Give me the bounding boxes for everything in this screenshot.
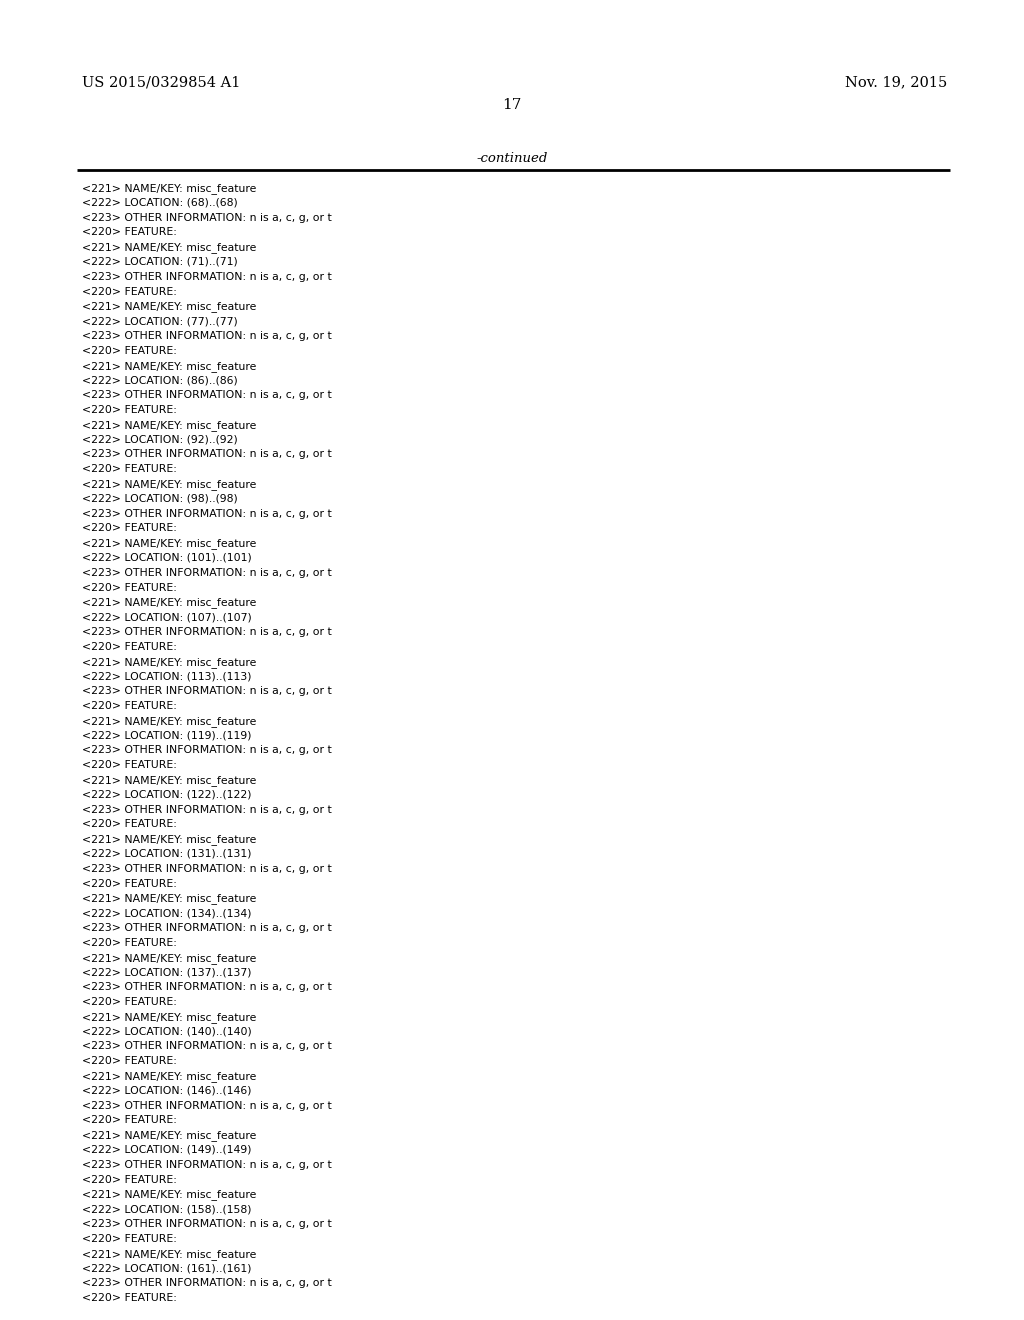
Text: <220> FEATURE:: <220> FEATURE:	[82, 524, 177, 533]
Text: <223> OTHER INFORMATION: n is a, c, g, or t: <223> OTHER INFORMATION: n is a, c, g, o…	[82, 508, 332, 519]
Text: <220> FEATURE:: <220> FEATURE:	[82, 227, 177, 238]
Text: <221> NAME/KEY: misc_feature: <221> NAME/KEY: misc_feature	[82, 301, 256, 313]
Text: <223> OTHER INFORMATION: n is a, c, g, or t: <223> OTHER INFORMATION: n is a, c, g, o…	[82, 449, 332, 459]
Text: <221> NAME/KEY: misc_feature: <221> NAME/KEY: misc_feature	[82, 834, 256, 845]
Text: <221> NAME/KEY: misc_feature: <221> NAME/KEY: misc_feature	[82, 539, 256, 549]
Text: <223> OTHER INFORMATION: n is a, c, g, or t: <223> OTHER INFORMATION: n is a, c, g, o…	[82, 1160, 332, 1170]
Text: <223> OTHER INFORMATION: n is a, c, g, or t: <223> OTHER INFORMATION: n is a, c, g, o…	[82, 982, 332, 993]
Text: <222> LOCATION: (101)..(101): <222> LOCATION: (101)..(101)	[82, 553, 252, 564]
Text: <221> NAME/KEY: misc_feature: <221> NAME/KEY: misc_feature	[82, 242, 256, 253]
Text: <220> FEATURE:: <220> FEATURE:	[82, 465, 177, 474]
Text: <222> LOCATION: (68)..(68): <222> LOCATION: (68)..(68)	[82, 198, 238, 207]
Text: <222> LOCATION: (158)..(158): <222> LOCATION: (158)..(158)	[82, 1204, 252, 1214]
Text: <222> LOCATION: (113)..(113): <222> LOCATION: (113)..(113)	[82, 672, 252, 681]
Text: <220> FEATURE:: <220> FEATURE:	[82, 701, 177, 711]
Text: <222> LOCATION: (122)..(122): <222> LOCATION: (122)..(122)	[82, 789, 252, 800]
Text: <221> NAME/KEY: misc_feature: <221> NAME/KEY: misc_feature	[82, 183, 256, 194]
Text: <222> LOCATION: (149)..(149): <222> LOCATION: (149)..(149)	[82, 1144, 252, 1155]
Text: <222> LOCATION: (161)..(161): <222> LOCATION: (161)..(161)	[82, 1263, 252, 1274]
Text: <220> FEATURE:: <220> FEATURE:	[82, 405, 177, 414]
Text: <221> NAME/KEY: misc_feature: <221> NAME/KEY: misc_feature	[82, 1189, 256, 1200]
Text: <221> NAME/KEY: misc_feature: <221> NAME/KEY: misc_feature	[82, 1130, 256, 1140]
Text: -continued: -continued	[476, 152, 548, 165]
Text: <223> OTHER INFORMATION: n is a, c, g, or t: <223> OTHER INFORMATION: n is a, c, g, o…	[82, 863, 332, 874]
Text: <222> LOCATION: (134)..(134): <222> LOCATION: (134)..(134)	[82, 908, 252, 919]
Text: <220> FEATURE:: <220> FEATURE:	[82, 642, 177, 652]
Text: <220> FEATURE:: <220> FEATURE:	[82, 582, 177, 593]
Text: <222> LOCATION: (86)..(86): <222> LOCATION: (86)..(86)	[82, 375, 238, 385]
Text: <222> LOCATION: (92)..(92): <222> LOCATION: (92)..(92)	[82, 434, 238, 445]
Text: <223> OTHER INFORMATION: n is a, c, g, or t: <223> OTHER INFORMATION: n is a, c, g, o…	[82, 213, 332, 223]
Text: <223> OTHER INFORMATION: n is a, c, g, or t: <223> OTHER INFORMATION: n is a, c, g, o…	[82, 746, 332, 755]
Text: <221> NAME/KEY: misc_feature: <221> NAME/KEY: misc_feature	[82, 715, 256, 727]
Text: <221> NAME/KEY: misc_feature: <221> NAME/KEY: misc_feature	[82, 479, 256, 490]
Text: <223> OTHER INFORMATION: n is a, c, g, or t: <223> OTHER INFORMATION: n is a, c, g, o…	[82, 686, 332, 696]
Text: <223> OTHER INFORMATION: n is a, c, g, or t: <223> OTHER INFORMATION: n is a, c, g, o…	[82, 627, 332, 638]
Text: <220> FEATURE:: <220> FEATURE:	[82, 879, 177, 888]
Text: <220> FEATURE:: <220> FEATURE:	[82, 346, 177, 356]
Text: 17: 17	[503, 98, 521, 112]
Text: <222> LOCATION: (131)..(131): <222> LOCATION: (131)..(131)	[82, 849, 252, 859]
Text: <222> LOCATION: (146)..(146): <222> LOCATION: (146)..(146)	[82, 1086, 252, 1096]
Text: <220> FEATURE:: <220> FEATURE:	[82, 1175, 177, 1184]
Text: <223> OTHER INFORMATION: n is a, c, g, or t: <223> OTHER INFORMATION: n is a, c, g, o…	[82, 331, 332, 341]
Text: <223> OTHER INFORMATION: n is a, c, g, or t: <223> OTHER INFORMATION: n is a, c, g, o…	[82, 1041, 332, 1052]
Text: <220> FEATURE:: <220> FEATURE:	[82, 820, 177, 829]
Text: <223> OTHER INFORMATION: n is a, c, g, or t: <223> OTHER INFORMATION: n is a, c, g, o…	[82, 923, 332, 933]
Text: <220> FEATURE:: <220> FEATURE:	[82, 760, 177, 770]
Text: <222> LOCATION: (71)..(71): <222> LOCATION: (71)..(71)	[82, 257, 238, 267]
Text: <221> NAME/KEY: misc_feature: <221> NAME/KEY: misc_feature	[82, 420, 256, 430]
Text: <222> LOCATION: (98)..(98): <222> LOCATION: (98)..(98)	[82, 494, 238, 504]
Text: <223> OTHER INFORMATION: n is a, c, g, or t: <223> OTHER INFORMATION: n is a, c, g, o…	[82, 391, 332, 400]
Text: Nov. 19, 2015: Nov. 19, 2015	[845, 75, 947, 88]
Text: <220> FEATURE:: <220> FEATURE:	[82, 1115, 177, 1126]
Text: <220> FEATURE:: <220> FEATURE:	[82, 1056, 177, 1067]
Text: <222> LOCATION: (119)..(119): <222> LOCATION: (119)..(119)	[82, 730, 252, 741]
Text: <222> LOCATION: (140)..(140): <222> LOCATION: (140)..(140)	[82, 1027, 252, 1036]
Text: <223> OTHER INFORMATION: n is a, c, g, or t: <223> OTHER INFORMATION: n is a, c, g, o…	[82, 568, 332, 578]
Text: <223> OTHER INFORMATION: n is a, c, g, or t: <223> OTHER INFORMATION: n is a, c, g, o…	[82, 1101, 332, 1110]
Text: <223> OTHER INFORMATION: n is a, c, g, or t: <223> OTHER INFORMATION: n is a, c, g, o…	[82, 805, 332, 814]
Text: <222> LOCATION: (77)..(77): <222> LOCATION: (77)..(77)	[82, 317, 238, 326]
Text: <220> FEATURE:: <220> FEATURE:	[82, 937, 177, 948]
Text: <220> FEATURE:: <220> FEATURE:	[82, 1234, 177, 1243]
Text: <221> NAME/KEY: misc_feature: <221> NAME/KEY: misc_feature	[82, 953, 256, 964]
Text: <223> OTHER INFORMATION: n is a, c, g, or t: <223> OTHER INFORMATION: n is a, c, g, o…	[82, 272, 332, 281]
Text: <221> NAME/KEY: misc_feature: <221> NAME/KEY: misc_feature	[82, 1012, 256, 1023]
Text: <220> FEATURE:: <220> FEATURE:	[82, 1294, 177, 1303]
Text: <222> LOCATION: (107)..(107): <222> LOCATION: (107)..(107)	[82, 612, 252, 622]
Text: <221> NAME/KEY: misc_feature: <221> NAME/KEY: misc_feature	[82, 360, 256, 371]
Text: <221> NAME/KEY: misc_feature: <221> NAME/KEY: misc_feature	[82, 598, 256, 609]
Text: <221> NAME/KEY: misc_feature: <221> NAME/KEY: misc_feature	[82, 656, 256, 668]
Text: <221> NAME/KEY: misc_feature: <221> NAME/KEY: misc_feature	[82, 775, 256, 785]
Text: <220> FEATURE:: <220> FEATURE:	[82, 997, 177, 1007]
Text: US 2015/0329854 A1: US 2015/0329854 A1	[82, 75, 241, 88]
Text: <223> OTHER INFORMATION: n is a, c, g, or t: <223> OTHER INFORMATION: n is a, c, g, o…	[82, 1218, 332, 1229]
Text: <223> OTHER INFORMATION: n is a, c, g, or t: <223> OTHER INFORMATION: n is a, c, g, o…	[82, 1278, 332, 1288]
Text: <222> LOCATION: (137)..(137): <222> LOCATION: (137)..(137)	[82, 968, 252, 977]
Text: <221> NAME/KEY: misc_feature: <221> NAME/KEY: misc_feature	[82, 894, 256, 904]
Text: <221> NAME/KEY: misc_feature: <221> NAME/KEY: misc_feature	[82, 1249, 256, 1259]
Text: <221> NAME/KEY: misc_feature: <221> NAME/KEY: misc_feature	[82, 1071, 256, 1082]
Text: <220> FEATURE:: <220> FEATURE:	[82, 286, 177, 297]
